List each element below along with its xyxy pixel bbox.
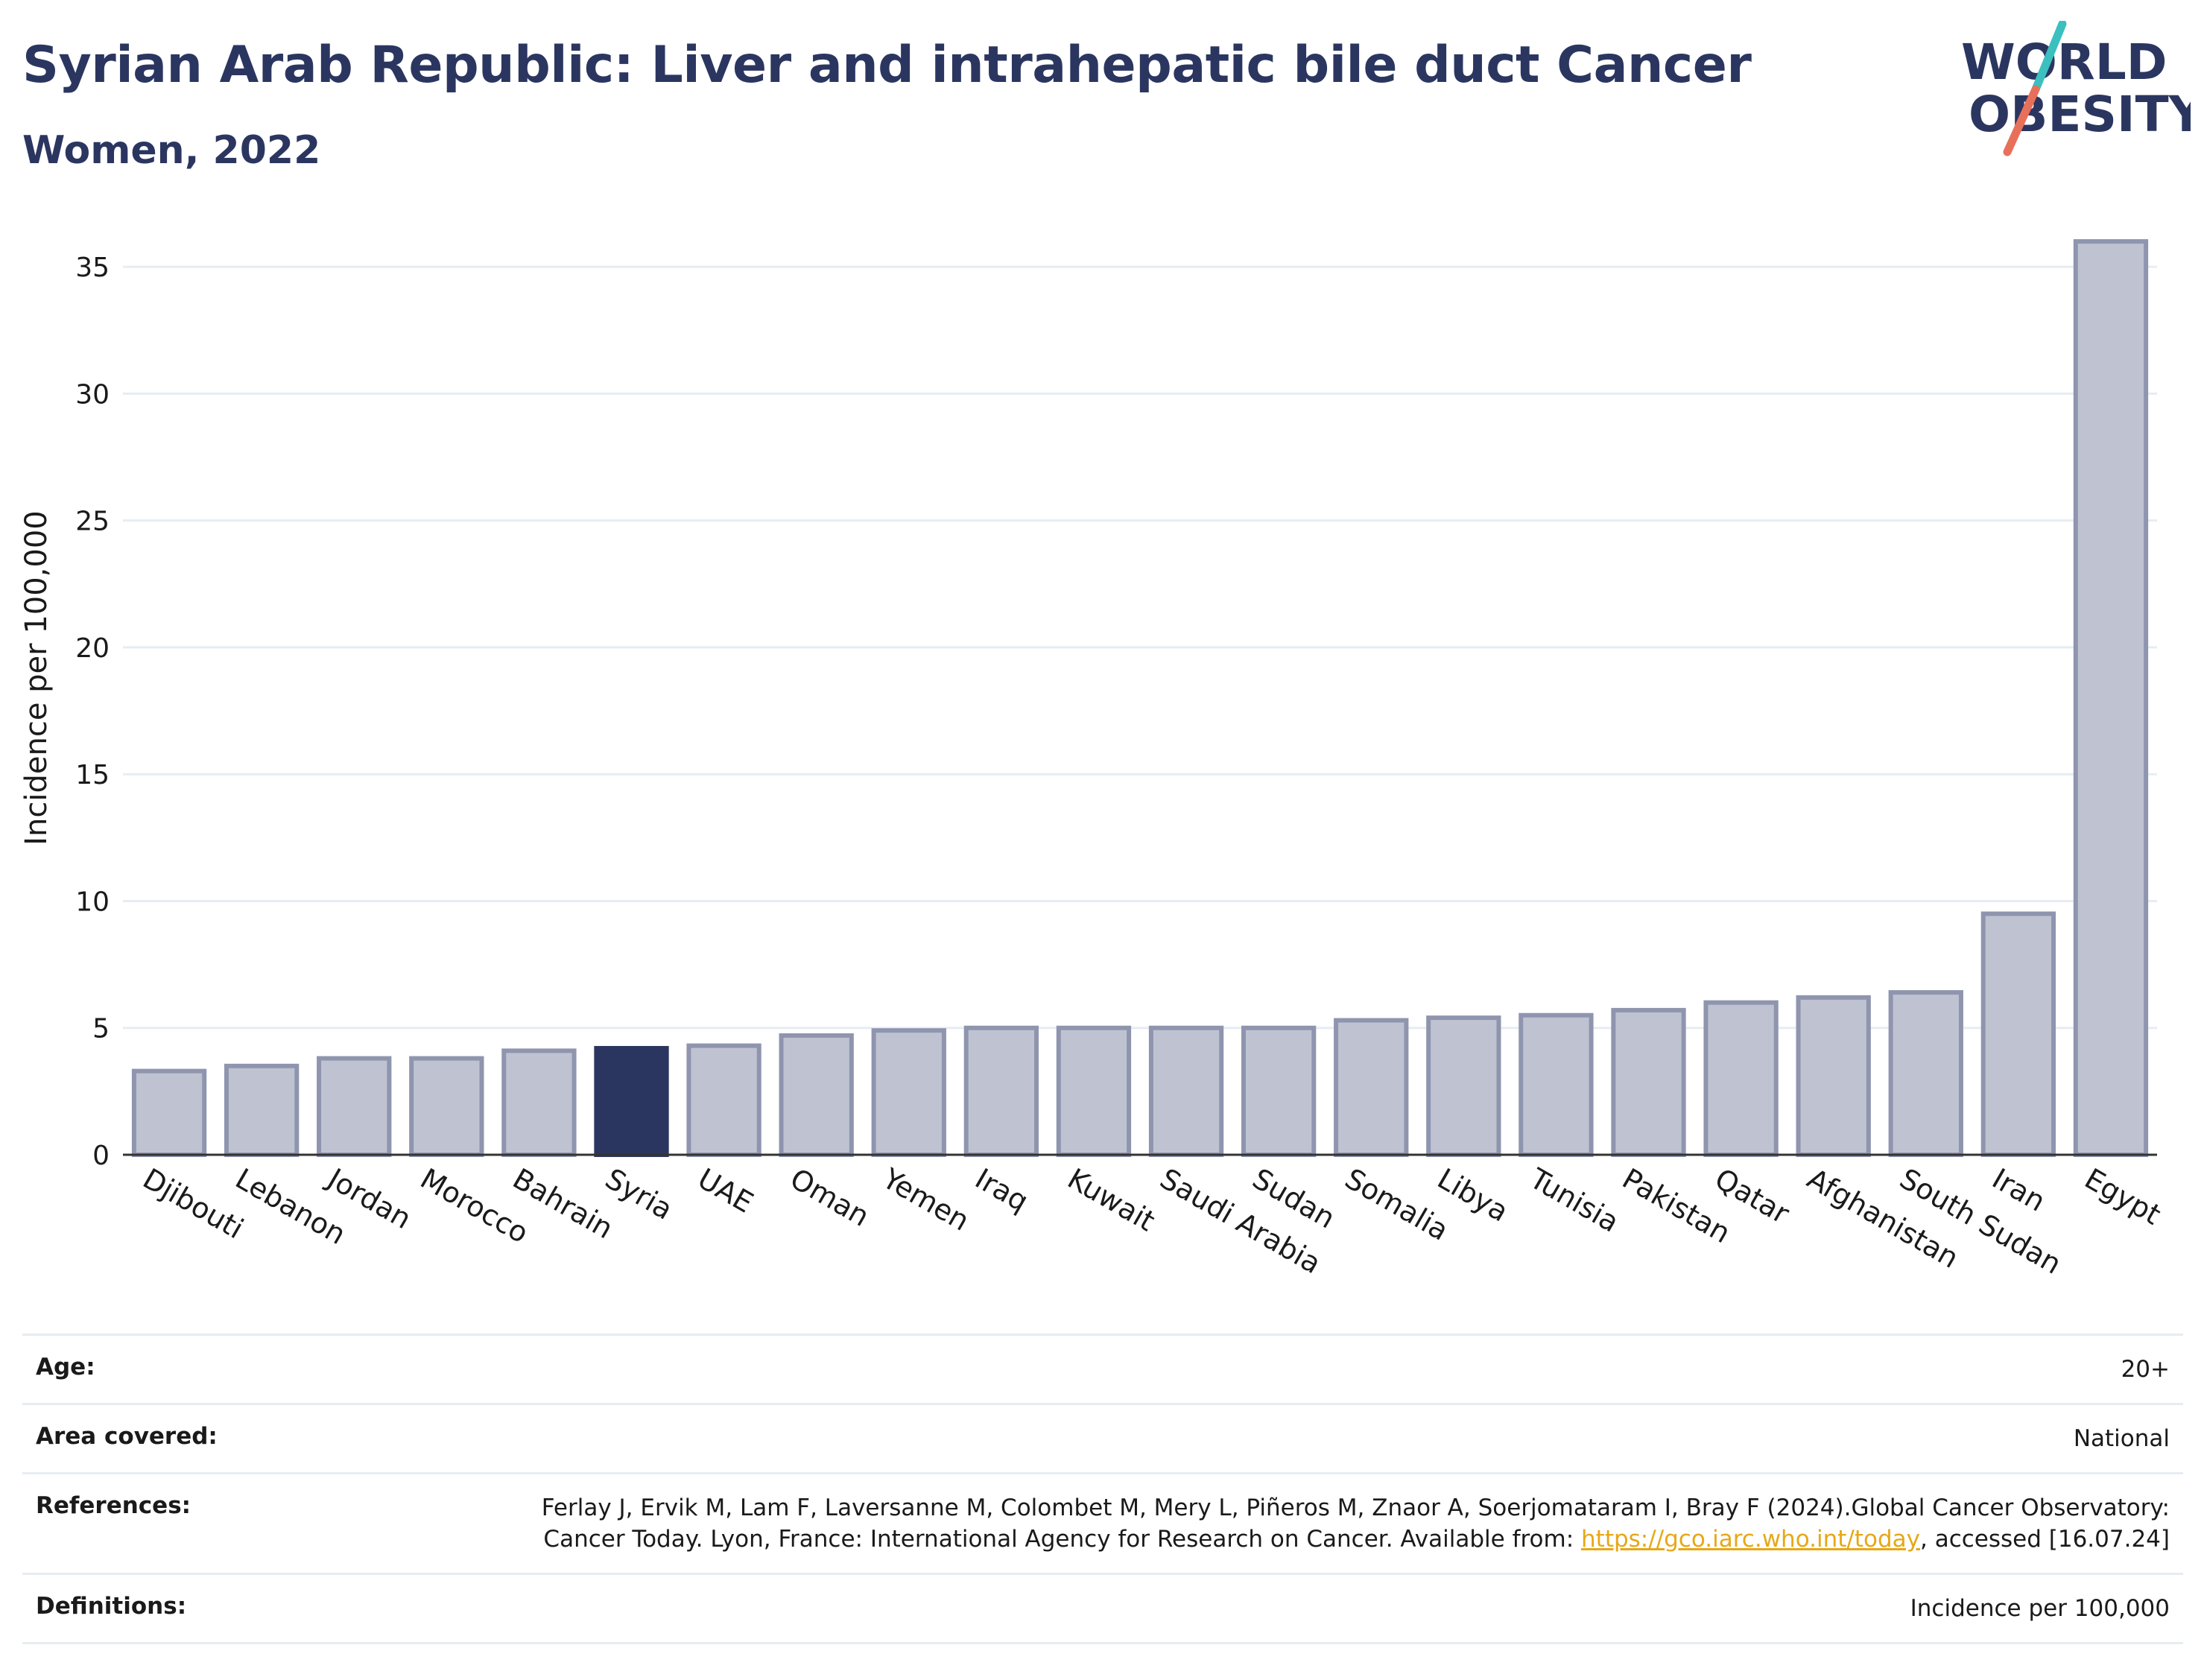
meta-row-age: Age: 20+	[22, 1334, 2183, 1403]
meta-value-age: 20+	[2121, 1356, 2170, 1383]
bar-syria	[594, 1045, 669, 1158]
y-tick-label: 20	[75, 633, 110, 664]
meta-key-definitions: Definitions:	[36, 1593, 187, 1620]
bar-qatar	[1703, 1000, 1779, 1157]
bar-lebanon	[224, 1063, 300, 1157]
bar-kuwait	[1056, 1025, 1132, 1157]
reference-text: Ferlay J, Ervik M, Lam F, Laversanne M, …	[541, 1494, 2170, 1553]
x-tick-label: Iraq	[969, 1162, 1033, 1218]
x-tick-label: Kuwait	[1062, 1162, 1160, 1238]
y-axis-ticks: 0 5 10 15 20 25 30 35	[75, 253, 110, 1171]
x-tick-label: Somalia	[1340, 1162, 1454, 1247]
x-tick-label: Egypt	[2079, 1162, 2166, 1232]
grid-lines	[123, 265, 2157, 1030]
bar-bahrain	[501, 1048, 577, 1158]
x-tick-label: Iran	[1986, 1162, 2051, 1218]
y-tick-label: 25	[75, 507, 110, 537]
logo-slash-bottom	[2003, 85, 2040, 156]
bar-saudi-arabia	[1148, 1025, 1224, 1157]
reference-link[interactable]: https://gco.iarc.who.int/today	[1581, 1526, 1920, 1553]
bar-jordan	[317, 1056, 392, 1158]
y-tick-label: 0	[92, 1141, 110, 1171]
x-tick-label: Tunisia	[1524, 1161, 1624, 1239]
bar-egypt	[2073, 239, 2149, 1157]
bar-south-sudan	[1888, 990, 1963, 1158]
bar-iran	[1980, 911, 2056, 1157]
bars	[131, 239, 2149, 1158]
world-obesity-logo: WORLD OBESITY	[1961, 21, 2191, 156]
bar-libya	[1426, 1015, 1501, 1158]
metadata-table: Age: 20+ Area covered: National Referenc…	[22, 1334, 2183, 1644]
y-axis-label: Incidence per 100,000	[19, 510, 54, 846]
bar-yemen	[871, 1028, 946, 1157]
x-tick-label: Djibouti	[138, 1162, 250, 1246]
y-tick-label: 30	[75, 379, 110, 410]
logo-line-1: WORLD	[1961, 34, 2167, 91]
bar-afghanistan	[1796, 995, 1871, 1157]
x-tick-label: Yemen	[876, 1161, 975, 1237]
bar-morocco	[409, 1056, 484, 1158]
reference-accessed: , accessed [16.07.24]	[1919, 1526, 2170, 1553]
bar-tunisia	[1519, 1012, 1594, 1158]
meta-key-references: References:	[36, 1492, 191, 1519]
meta-row-references: References: Ferlay J, Ervik M, Lam F, La…	[22, 1472, 2183, 1573]
bar-iraq	[963, 1025, 1039, 1157]
x-tick-label: UAE	[692, 1162, 759, 1220]
bar-sudan	[1241, 1025, 1317, 1157]
meta-row-area: Area covered: National	[22, 1403, 2183, 1472]
y-tick-label: 35	[75, 253, 110, 283]
meta-value-definitions: Incidence per 100,000	[1910, 1595, 2170, 1622]
y-tick-label: 15	[75, 760, 110, 790]
chart-subtitle: Women, 2022	[22, 128, 321, 173]
bar-pakistan	[1611, 1007, 1686, 1157]
y-tick-label: 10	[75, 887, 110, 917]
logo-slash-top	[2031, 21, 2067, 94]
meta-value-area: National	[2073, 1425, 2170, 1452]
chart-title: Syrian Arab Republic: Liver and intrahep…	[22, 36, 1752, 95]
meta-value-references: Ferlay J, Ervik M, Lam F, Laversanne M, …	[456, 1492, 2170, 1555]
meta-row-definitions: Definitions: Incidence per 100,000	[22, 1573, 2183, 1644]
meta-key-age: Age:	[36, 1354, 95, 1381]
meta-key-area: Area covered:	[36, 1423, 218, 1450]
y-tick-label: 5	[92, 1014, 110, 1045]
x-tick-label: Oman	[785, 1162, 875, 1233]
bar-djibouti	[131, 1068, 207, 1157]
x-axis-labels: DjiboutiLebanonJordanMoroccoBahrainSyria…	[138, 1161, 2167, 1281]
bar-uae	[686, 1043, 761, 1158]
logo-line-2: OBESITY	[1969, 86, 2191, 143]
bar-somalia	[1334, 1018, 1409, 1158]
bar-chart: 0 5 10 15 20 25 30 35 DjiboutiLebanonJordanMoro…	[19, 239, 2167, 1281]
bar-oman	[779, 1033, 854, 1157]
